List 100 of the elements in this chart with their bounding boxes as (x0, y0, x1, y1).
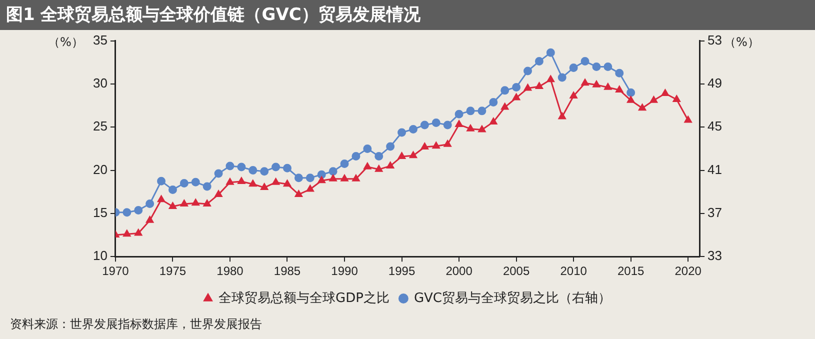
point (283, 180, 292, 187)
point (569, 64, 578, 72)
point (672, 95, 680, 102)
x-tick-label: 1980 (216, 264, 244, 278)
point (146, 199, 154, 208)
point (408, 125, 418, 134)
point (478, 106, 486, 116)
y2-tick-label: 33 (708, 248, 722, 264)
point (580, 57, 590, 66)
point (249, 180, 257, 187)
point (581, 78, 589, 86)
text: 资料来源：世界发展指标数据库，世界发展报告 (10, 316, 262, 333)
point (386, 142, 395, 151)
point (168, 202, 177, 210)
y-tick-label: 35 (92, 32, 108, 48)
y2-tick-label: 49 (708, 76, 722, 91)
y2-axis-title: （%） (724, 34, 760, 51)
point (592, 80, 600, 88)
legend-label: GVC贸易与全球贸易之比（右轴） (414, 290, 611, 306)
point (157, 176, 166, 186)
point (512, 94, 520, 100)
point (512, 82, 521, 92)
point (237, 162, 246, 172)
point (248, 166, 258, 175)
point (684, 116, 692, 123)
point (294, 190, 302, 197)
x-tick-label: 1975 (159, 264, 186, 278)
point (226, 162, 234, 170)
point (466, 124, 474, 132)
point (558, 112, 566, 120)
point (272, 178, 280, 185)
point (535, 82, 543, 90)
point (180, 178, 188, 188)
point (478, 125, 486, 132)
x-tick-label: 2015 (617, 264, 644, 278)
point (650, 96, 658, 103)
point (375, 165, 383, 172)
point (202, 182, 212, 191)
y-tick-label: 15 (92, 205, 108, 220)
x-tick-label: 1985 (274, 264, 301, 278)
point (524, 84, 532, 91)
point (272, 162, 280, 172)
point (466, 106, 475, 116)
point (226, 178, 234, 185)
point (352, 174, 360, 182)
point (340, 160, 349, 168)
point (318, 176, 326, 184)
point (180, 200, 188, 206)
point (123, 230, 131, 237)
point (146, 216, 154, 223)
y-tick-label: 10 (92, 248, 108, 264)
chart-title: 图1 全球贸易总额与全球价值链（GVC）贸易发展情况 (0, 0, 815, 30)
point (409, 151, 418, 158)
point (546, 48, 555, 57)
point (168, 185, 177, 194)
point (214, 169, 223, 178)
point (203, 200, 211, 206)
x-tick-label: 2005 (502, 264, 530, 278)
y-tick-label: 30 (92, 76, 108, 91)
y2-tick-label: 45 (708, 118, 722, 134)
x-tick-label: 1995 (388, 264, 416, 278)
point (661, 89, 669, 96)
point (191, 178, 200, 186)
point (374, 152, 384, 161)
x-tick-label: 2020 (674, 264, 702, 278)
point (546, 75, 554, 82)
point (534, 57, 544, 66)
point (454, 110, 464, 118)
y2-tick-label: 37 (708, 205, 722, 220)
point (386, 162, 394, 168)
point (638, 104, 646, 111)
point (432, 118, 440, 128)
point (604, 83, 612, 90)
point (340, 174, 348, 182)
y2-tick-label: 53 (708, 32, 722, 48)
point (398, 128, 406, 137)
point (157, 195, 166, 202)
point (306, 174, 314, 182)
point (524, 66, 532, 76)
y-tick-label: 25 (92, 118, 108, 134)
x-tick-label: 2000 (446, 264, 473, 278)
y-tick-label: 20 (92, 162, 108, 177)
point (134, 206, 143, 214)
point (604, 62, 612, 71)
point (364, 162, 372, 170)
point (443, 120, 452, 130)
point (570, 92, 578, 99)
point (328, 167, 338, 176)
point (592, 62, 601, 71)
point (363, 144, 372, 153)
x-tick-label: 1990 (331, 264, 358, 278)
x-tick-label: 2010 (560, 264, 588, 278)
point (615, 68, 624, 78)
point (420, 120, 429, 130)
legend-label: 全球贸易总额与全球GDP之比 (218, 290, 390, 306)
point (398, 152, 406, 159)
point (306, 185, 314, 192)
y2-tick-label: 41 (708, 162, 722, 177)
point (489, 98, 498, 107)
point (455, 120, 463, 128)
